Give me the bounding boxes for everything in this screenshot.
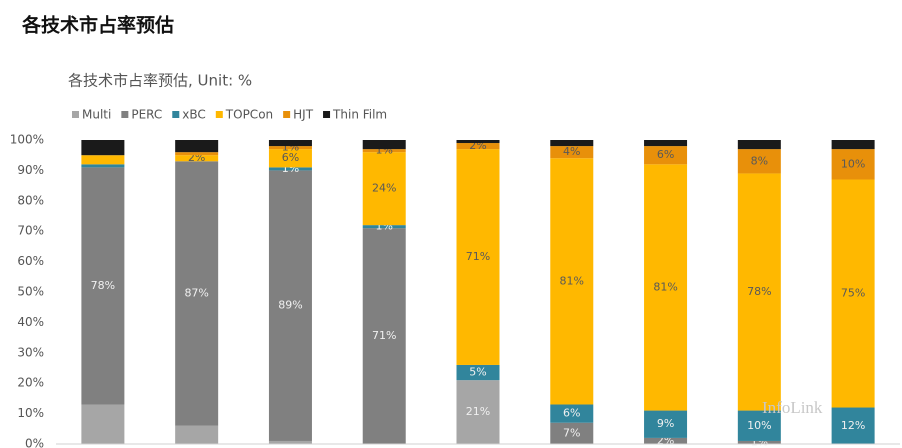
bar-segment: [362, 140, 406, 150]
chart-title: 各技术市占率预估, Unit: %: [68, 72, 252, 90]
legend-swatch: [215, 111, 223, 118]
bar-segment: [81, 155, 125, 165]
bar-segment: [644, 164, 688, 411]
y-tick-label: 60%: [17, 254, 44, 268]
bar-segment: [644, 146, 688, 165]
legend-label: HJT: [293, 108, 314, 122]
data-label: 6%: [563, 407, 580, 420]
data-label: 24%: [372, 182, 396, 195]
bar-segment: [81, 167, 125, 405]
bar-segment: [175, 140, 219, 153]
data-label: 78%: [91, 279, 115, 292]
y-tick-label: 70%: [17, 224, 44, 238]
bar-segment: [362, 225, 406, 229]
data-label: 81%: [560, 274, 584, 287]
legend-swatch: [121, 111, 129, 118]
data-label: 71%: [372, 329, 396, 342]
bar-segment: [362, 228, 406, 444]
data-label: 21%: [466, 405, 490, 418]
data-label: 6%: [657, 148, 674, 161]
y-tick-label: 90%: [17, 163, 44, 177]
y-tick-label: 0%: [25, 437, 44, 448]
bar-segment: [831, 407, 875, 444]
bar-segment: [362, 149, 406, 153]
bar-segment: [737, 173, 781, 411]
data-label: 87%: [184, 287, 208, 300]
data-label: 75%: [841, 287, 865, 300]
y-tick-label: 100%: [10, 133, 44, 147]
bar-segment: [456, 364, 500, 381]
bar-segment: [456, 380, 500, 444]
bar-segment: [268, 146, 312, 150]
legend-label: TOPCon: [225, 108, 273, 122]
y-tick-label: 50%: [17, 285, 44, 299]
data-label: 10%: [841, 157, 865, 170]
bar-segment: [456, 143, 500, 150]
data-label: 81%: [653, 280, 677, 293]
legend-swatch: [172, 111, 180, 118]
data-label: 5%: [469, 366, 486, 379]
data-label: 12%: [841, 419, 865, 432]
data-label: 8%: [751, 154, 768, 167]
bar-segment: [175, 152, 219, 156]
bar-segment: [362, 152, 406, 226]
bar-segment: [268, 170, 312, 441]
bar-segment: [644, 140, 688, 147]
bar-segment: [550, 146, 594, 159]
bar-segment: [644, 410, 688, 438]
y-tick-label: 80%: [17, 193, 44, 207]
y-tick-label: 20%: [17, 376, 44, 390]
bar-segment: [550, 158, 594, 405]
data-label: 7%: [563, 426, 580, 439]
watermark: InfoLink: [762, 398, 823, 417]
data-label: 89%: [278, 299, 302, 312]
legend-label: xBC: [182, 108, 206, 122]
bar-segment: [737, 440, 781, 444]
y-tick-label: 40%: [17, 315, 44, 329]
bar-segment: [175, 155, 219, 162]
bar-segment: [268, 167, 312, 171]
data-label: 10%: [747, 419, 771, 432]
bar-segment: [831, 140, 875, 150]
data-label: 4%: [563, 145, 580, 158]
legend-label: Multi: [82, 108, 111, 122]
legend-swatch: [283, 111, 291, 118]
bar-segment: [737, 140, 781, 150]
bar-segment: [175, 161, 219, 426]
legend-swatch: [72, 111, 79, 118]
page-title: 各技术市占率预估: [21, 14, 174, 37]
bar-segment: [550, 422, 594, 444]
bar-segment: [737, 149, 781, 174]
bar-segment: [831, 149, 875, 180]
bar-segment: [644, 437, 688, 444]
bar-segment: [456, 140, 500, 144]
bar-segment: [550, 404, 594, 423]
y-tick-label: 10%: [17, 406, 44, 420]
bar-segment: [175, 425, 219, 444]
legend-swatch: [323, 111, 331, 118]
bar-segment: [268, 140, 312, 147]
data-label: 9%: [657, 417, 674, 430]
bar-segment: [550, 140, 594, 147]
bar-segment: [456, 149, 500, 365]
data-label: 78%: [747, 285, 771, 298]
data-label: 71%: [466, 250, 490, 263]
legend-label: Thin Film: [332, 108, 387, 122]
legend-label: PERC: [131, 108, 162, 122]
bar-segment: [81, 140, 125, 156]
y-tick-label: 30%: [17, 345, 44, 359]
bar-segment: [81, 164, 125, 168]
bar-segment: [81, 404, 125, 444]
bar-segment: [268, 149, 312, 168]
bar-segment: [831, 179, 875, 408]
bar-segment: [268, 440, 312, 444]
data-label: 6%: [282, 151, 299, 164]
bar-segment: [737, 410, 781, 441]
